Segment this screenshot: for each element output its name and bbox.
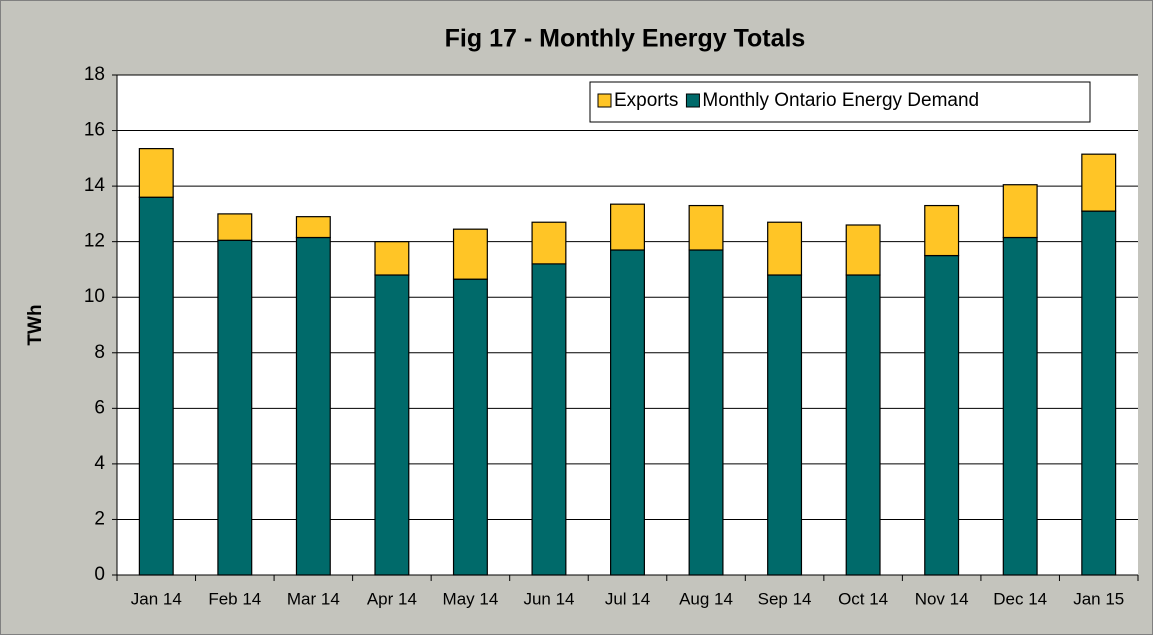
- bar-segment: [688, 204, 724, 251]
- bar-segment: [924, 254, 960, 576]
- bar-segment: [1081, 210, 1117, 576]
- legend-box: [589, 81, 1091, 123]
- y-tick-label: 16: [84, 120, 105, 141]
- legend-swatch: [597, 93, 612, 108]
- y-tick-label: 14: [84, 175, 106, 196]
- x-tick-label: Jan 14: [131, 589, 182, 608]
- chart-title: Fig 17 - Monthly Energy Totals: [445, 25, 806, 53]
- bar-segment: [138, 148, 174, 198]
- bar-segment: [688, 249, 724, 576]
- y-tick-label: 10: [84, 286, 105, 307]
- bar-segment: [845, 224, 881, 276]
- x-tick-label: Dec 14: [993, 589, 1047, 608]
- bar-segment: [295, 236, 331, 576]
- bar-segment: [138, 196, 174, 576]
- bar-segment: [531, 221, 567, 265]
- bar-segment: [531, 263, 567, 576]
- x-tick-label: Apr 14: [367, 589, 417, 608]
- x-tick-label: Aug 14: [679, 589, 733, 608]
- y-tick-label: 0: [94, 564, 105, 585]
- bar-segment: [452, 278, 488, 576]
- bar-segment: [374, 274, 410, 576]
- x-tick-label: Jun 14: [523, 589, 574, 608]
- x-tick-label: Nov 14: [915, 589, 969, 608]
- y-tick-label: 8: [94, 342, 105, 363]
- bar-segment: [452, 228, 488, 280]
- y-tick-label: 2: [94, 508, 105, 529]
- x-tick-label: May 14: [443, 589, 499, 608]
- legend-label: Monthly Ontario Energy Demand: [702, 90, 979, 111]
- y-tick-label: 18: [84, 64, 105, 85]
- y-tick-label: 6: [94, 397, 105, 418]
- x-tick-label: Sep 14: [758, 589, 812, 608]
- bar-segment: [610, 203, 645, 251]
- y-axis-label: TWh: [25, 304, 46, 345]
- bar-segment: [924, 204, 960, 257]
- bar-segment: [845, 274, 881, 576]
- y-tick-label: 4: [94, 453, 105, 474]
- y-tick-label: 12: [84, 231, 105, 252]
- bar-segment: [1002, 184, 1038, 239]
- bar-segment: [295, 216, 331, 239]
- bar-segment: [1081, 153, 1117, 212]
- legend-swatch: [685, 93, 700, 108]
- x-tick-label: Jan 15: [1073, 589, 1124, 608]
- x-tick-label: Jul 14: [605, 589, 650, 608]
- bar-segment: [217, 213, 253, 241]
- x-tick-label: Oct 14: [838, 589, 888, 608]
- bar-segment: [217, 239, 253, 576]
- legend-label: Exports: [614, 90, 678, 111]
- bar-segment: [767, 221, 803, 276]
- bar-segment: [1002, 236, 1038, 576]
- bar-segment: [610, 249, 645, 576]
- bar-segment: [767, 274, 803, 576]
- bar-segment: [374, 241, 410, 276]
- x-tick-label: Mar 14: [287, 589, 340, 608]
- x-tick-label: Feb 14: [208, 589, 261, 608]
